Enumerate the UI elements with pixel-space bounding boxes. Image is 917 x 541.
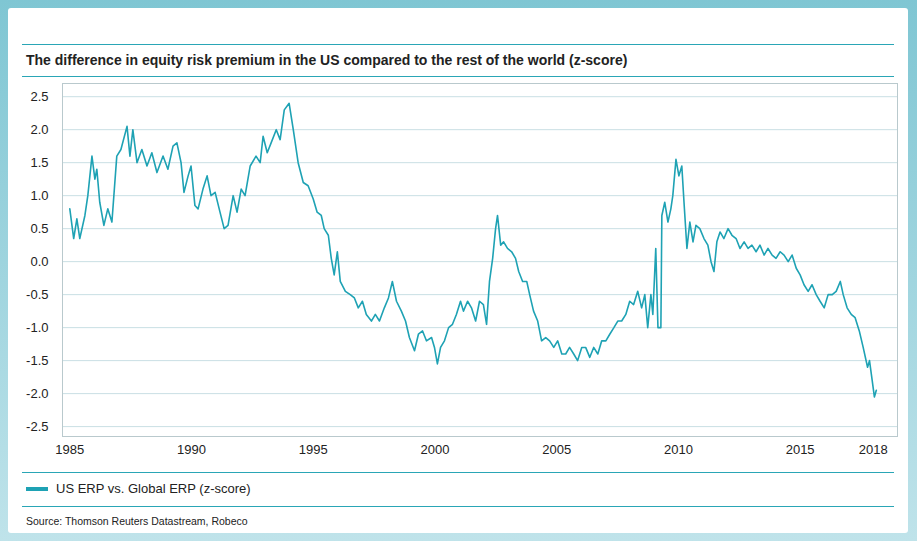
svg-text:2018: 2018 [859,442,888,457]
svg-text:2015: 2015 [786,442,815,457]
svg-text:0.0: 0.0 [30,254,48,269]
svg-text:2005: 2005 [542,442,571,457]
svg-text:-1.5: -1.5 [26,353,48,368]
html-text:Source: Thomson Reuters Datast: Source: Thomson Reuters Datastream, Robe… [26,515,248,527]
svg-text:1995: 1995 [299,442,328,457]
html-text:The difference in equity risk: The difference in equity risk premium in… [26,52,628,68]
svg-text:1.0: 1.0 [30,188,48,203]
svg-text:2.5: 2.5 [30,89,48,104]
svg-text:2010: 2010 [664,442,693,457]
svg-text:-0.5: -0.5 [26,287,48,302]
svg-text:1990: 1990 [177,442,206,457]
svg-text:-1.0: -1.0 [26,320,48,335]
svg-text:2.0: 2.0 [30,122,48,137]
svg-text:1985: 1985 [55,442,84,457]
svg-text:0.5: 0.5 [30,221,48,236]
svg-text:1.5: 1.5 [30,155,48,170]
svg-text:-2.5: -2.5 [26,419,48,434]
svg-text:2000: 2000 [421,442,450,457]
html-text:US ERP vs. Global ERP (z-score: US ERP vs. Global ERP (z-score) [56,481,251,496]
svg-text:-2.0: -2.0 [26,386,48,401]
